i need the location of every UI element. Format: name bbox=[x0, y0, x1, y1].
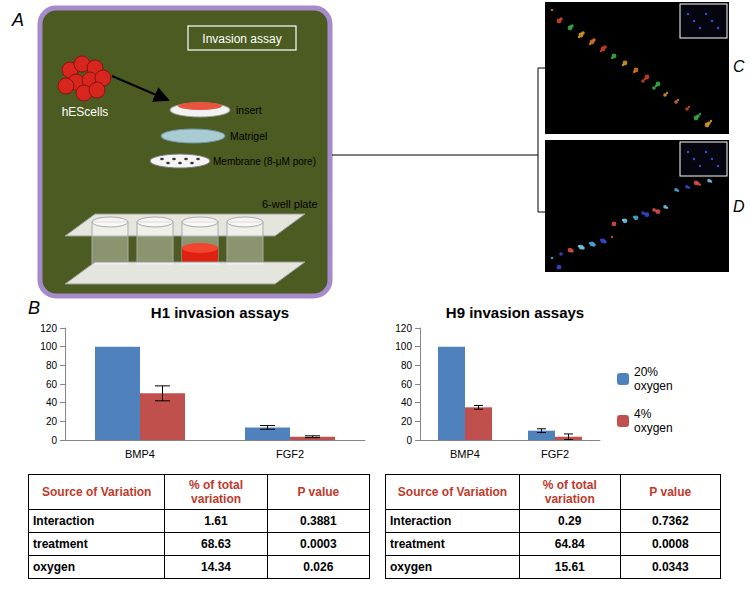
svg-text:20: 20 bbox=[46, 416, 58, 427]
svg-text:insert: insert bbox=[236, 104, 262, 116]
svg-text:120: 120 bbox=[395, 323, 412, 334]
svg-text:oxygen: oxygen bbox=[634, 379, 673, 393]
svg-text:FGF2: FGF2 bbox=[541, 448, 569, 460]
svg-text:H9 invasion assays: H9 invasion assays bbox=[446, 304, 584, 321]
html-text:Interaction: Interaction bbox=[33, 514, 95, 528]
svg-text:A: A bbox=[11, 10, 24, 30]
html-text:68.63: 68.63 bbox=[201, 537, 231, 551]
svg-text:Matrigel: Matrigel bbox=[230, 130, 267, 142]
svg-text:80: 80 bbox=[46, 360, 58, 371]
svg-text:60: 60 bbox=[401, 379, 413, 390]
html-text:% of total variation: % of total variation bbox=[189, 478, 243, 506]
html-text:B: B bbox=[28, 298, 40, 318]
svg-text:D: D bbox=[733, 198, 745, 215]
svg-text:100: 100 bbox=[40, 341, 57, 352]
html-text:Interaction: Interaction bbox=[390, 514, 452, 528]
html-text:15.61: 15.61 bbox=[554, 560, 585, 574]
html-text:0.0343: 0.0343 bbox=[651, 560, 689, 574]
svg-text:4%: 4% bbox=[634, 407, 652, 421]
svg-text:0: 0 bbox=[51, 435, 57, 446]
svg-text:C: C bbox=[733, 58, 745, 75]
svg-text:20%: 20% bbox=[634, 365, 658, 379]
html-text:1.61: 1.61 bbox=[204, 514, 228, 528]
html-text:0.29: 0.29 bbox=[558, 514, 582, 528]
svg-text:0: 0 bbox=[406, 435, 412, 446]
html-text:treatment: treatment bbox=[33, 537, 88, 551]
svg-text:oxygen: oxygen bbox=[634, 421, 673, 435]
html-text:0.0003: 0.0003 bbox=[300, 537, 337, 551]
html-text:0.3881: 0.3881 bbox=[300, 514, 337, 528]
svg-text:H1 invasion assays: H1 invasion assays bbox=[151, 304, 289, 321]
html-text:0.0008: 0.0008 bbox=[651, 537, 689, 551]
svg-text:FGF2: FGF2 bbox=[276, 448, 304, 460]
svg-text:BMP4: BMP4 bbox=[125, 448, 155, 460]
html-text:14.34: 14.34 bbox=[201, 560, 231, 574]
html-text:oxygen: oxygen bbox=[33, 560, 75, 574]
html-text:P value: P value bbox=[649, 485, 692, 499]
svg-text:60: 60 bbox=[46, 379, 58, 390]
html-text:Source of Variation: Source of Variation bbox=[42, 485, 152, 499]
svg-text:120: 120 bbox=[40, 323, 57, 334]
svg-text:Invasion assay: Invasion assay bbox=[202, 32, 281, 46]
svg-text:40: 40 bbox=[46, 397, 58, 408]
html-text:% of total variation: % of total variation bbox=[542, 478, 597, 506]
html-text:0.026: 0.026 bbox=[303, 560, 334, 574]
html-text:64.84: 64.84 bbox=[554, 537, 585, 551]
html-text:oxygen: oxygen bbox=[390, 560, 432, 574]
svg-text:100: 100 bbox=[395, 341, 412, 352]
svg-text:hEScells: hEScells bbox=[62, 105, 109, 119]
html-text:treatment: treatment bbox=[390, 537, 445, 551]
svg-text:BMP4: BMP4 bbox=[450, 448, 480, 460]
svg-text:80: 80 bbox=[401, 360, 413, 371]
html-text:Source of Variation: Source of Variation bbox=[397, 485, 508, 499]
svg-text:20: 20 bbox=[401, 416, 413, 427]
svg-text:6-well plate: 6-well plate bbox=[262, 198, 318, 210]
svg-text:Membrane (8-μM pore): Membrane (8-μM pore) bbox=[213, 156, 316, 167]
html-text:0.7362: 0.7362 bbox=[651, 514, 689, 528]
svg-text:40: 40 bbox=[401, 397, 413, 408]
html-text:P value: P value bbox=[297, 485, 340, 499]
